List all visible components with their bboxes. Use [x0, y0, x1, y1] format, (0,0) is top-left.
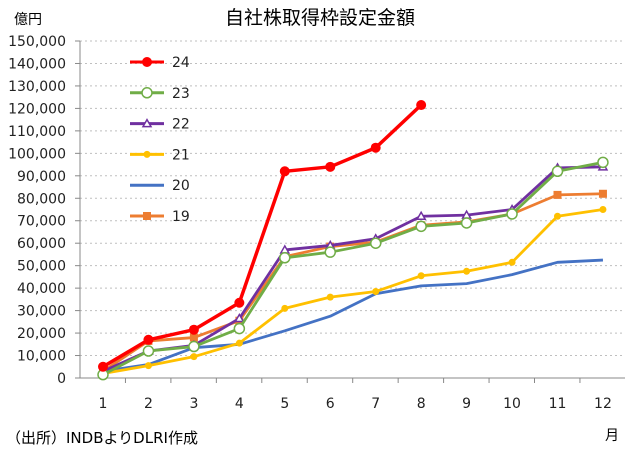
data-point [142, 57, 152, 67]
chart-title: 自社株取得枠設定金額 [225, 7, 415, 29]
data-point [190, 353, 198, 361]
data-point [324, 246, 336, 258]
y-tick-label: 30,000 [17, 304, 66, 320]
data-point [143, 334, 154, 345]
legend-label: 24 [172, 55, 190, 71]
data-point [599, 206, 607, 213]
data-point [415, 220, 427, 233]
data-point [234, 297, 245, 308]
y-tick-label: 80,000 [17, 191, 66, 207]
data-point [188, 340, 200, 353]
data-point [369, 237, 382, 249]
data-point [143, 212, 151, 220]
series-line [102, 103, 423, 369]
y-axis-unit: 億円 [14, 12, 42, 28]
data-point [281, 304, 289, 312]
legend-item-21: 21 [130, 147, 190, 163]
data-point [370, 142, 381, 153]
legend-label: 22 [172, 117, 190, 133]
data-point [141, 87, 153, 99]
data-point [98, 361, 108, 372]
series-24 [98, 100, 427, 372]
data-point [416, 100, 427, 111]
series-line [102, 160, 604, 376]
data-point [598, 189, 607, 198]
series-line [102, 258, 604, 373]
data-point [508, 258, 516, 266]
x-tick-label: 2 [144, 396, 153, 412]
y-tick-label: 150,000 [8, 34, 66, 50]
legend-item-22: 22 [130, 117, 190, 133]
series-21 [99, 206, 607, 378]
y-tick-label: 0 [57, 371, 66, 387]
x-tick-label: 4 [235, 396, 244, 412]
data-point [279, 166, 290, 177]
series-line [102, 208, 604, 375]
data-point [279, 252, 291, 264]
y-tick-label: 140,000 [8, 56, 66, 72]
data-point [461, 209, 472, 219]
x-tick-label: 6 [326, 396, 335, 412]
series-20 [102, 258, 604, 373]
data-point [551, 165, 564, 178]
x-tick-label: 8 [417, 396, 426, 412]
data-point [279, 244, 291, 254]
data-point [141, 118, 153, 128]
data-point [372, 288, 380, 296]
data-point [234, 312, 245, 323]
legend-item-19: 19 [130, 209, 190, 225]
data-point [143, 150, 151, 158]
data-point [325, 161, 336, 172]
data-point [597, 156, 609, 169]
y-tick-label: 10,000 [17, 349, 66, 365]
x-tick-label: 1 [99, 396, 108, 412]
x-tick-label: 11 [549, 396, 567, 412]
y-tick-label: 60,000 [17, 236, 66, 252]
data-point [144, 362, 152, 370]
legend-label: 20 [172, 178, 190, 194]
x-tick-label: 10 [503, 396, 521, 412]
x-tick-label: 5 [280, 396, 289, 412]
x-tick-label: 12 [594, 396, 612, 412]
data-point [233, 322, 246, 335]
legend-item-23: 23 [130, 86, 190, 102]
x-tick-label: 3 [189, 396, 198, 412]
y-tick-label: 100,000 [8, 146, 66, 162]
x-tick-label: 7 [371, 396, 380, 412]
y-tick-label: 90,000 [17, 169, 66, 185]
x-axis-unit: 月 [605, 428, 619, 444]
y-tick-label: 20,000 [17, 326, 66, 342]
data-point [326, 293, 334, 301]
legend-label: 23 [172, 86, 190, 102]
data-point [553, 190, 562, 199]
source-note: （出所）INDBよりDLRI作成 [6, 429, 198, 447]
legend-item-24: 24 [130, 55, 190, 71]
data-point [417, 272, 425, 280]
data-point [189, 333, 198, 342]
legend-label: 21 [172, 147, 190, 163]
y-tick-label: 130,000 [8, 79, 66, 95]
data-point [463, 267, 471, 275]
y-tick-label: 40,000 [17, 281, 66, 297]
legend-label: 19 [172, 209, 190, 225]
y-tick-label: 50,000 [17, 259, 66, 275]
y-tick-label: 70,000 [17, 214, 66, 230]
data-point [506, 208, 518, 220]
y-tick-label: 120,000 [8, 101, 66, 117]
data-point [188, 324, 199, 335]
series-line [102, 192, 603, 373]
data-point [554, 212, 561, 220]
data-point [142, 345, 155, 357]
x-tick-label: 9 [462, 396, 471, 412]
data-point [235, 339, 243, 347]
series-23 [97, 156, 609, 381]
data-point [460, 217, 473, 229]
data-point [415, 210, 427, 220]
legend-item-20: 20 [130, 178, 190, 194]
y-tick-label: 110,000 [8, 124, 66, 140]
